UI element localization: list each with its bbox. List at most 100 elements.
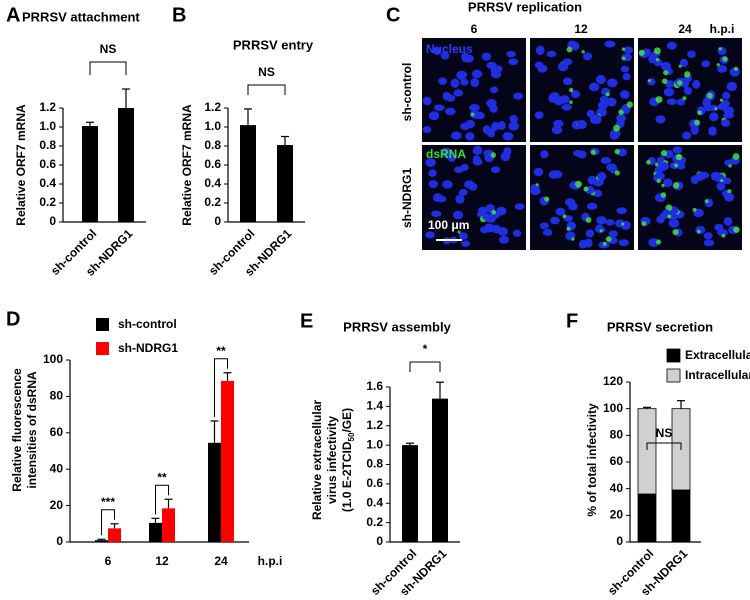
cell-nucleus [490, 166, 501, 174]
cell-nucleus [535, 45, 545, 55]
dsrna-signal [562, 214, 567, 219]
cell-nucleus [425, 231, 436, 239]
dsrna-signal [590, 149, 596, 155]
panel-letter: B [172, 4, 186, 26]
cell-nucleus [692, 79, 701, 89]
cell-nucleus [703, 232, 713, 240]
cell-nucleus [470, 78, 480, 88]
legend-label: Intracellular [685, 368, 750, 382]
cell-nucleus [455, 194, 465, 204]
y-tick-label: 80 [610, 428, 624, 442]
bar [240, 125, 256, 222]
dsrna-signal [647, 79, 652, 83]
cell-nucleus [676, 98, 686, 106]
cell-nucleus [561, 103, 573, 111]
cell-nucleus [570, 41, 580, 51]
cell-nucleus [422, 96, 432, 106]
cell-nucleus [654, 172, 666, 181]
cell-nucleus [460, 78, 469, 86]
cell-nucleus [472, 158, 483, 166]
cell-nucleus [481, 52, 492, 61]
x-tick-label: 12 [155, 554, 169, 568]
dsrna-signal [490, 152, 497, 158]
dsrna-signal [638, 49, 645, 56]
cell-nucleus [592, 115, 602, 125]
dsrna-signal [718, 47, 722, 51]
dsrna-signal [734, 66, 738, 71]
cell-nucleus [422, 126, 432, 134]
stain-label: dsRNA [426, 147, 466, 161]
y-tick-label: 0.8 [39, 138, 56, 152]
cell-nucleus [506, 50, 516, 58]
dsrna-signal [661, 78, 668, 84]
bar [149, 522, 162, 542]
cell-nucleus [500, 152, 511, 162]
cell-nucleus [658, 161, 669, 171]
dsrna-signal [626, 101, 634, 108]
dsrna-signal [660, 192, 667, 198]
significance-label: NS [100, 42, 117, 56]
bar [277, 145, 293, 222]
cell-nucleus [458, 232, 468, 240]
cell-nucleus [465, 132, 475, 141]
y-axis-label: intensities of dsRNA [25, 371, 39, 489]
cell-nucleus [562, 77, 573, 86]
cell-nucleus [546, 50, 557, 58]
cell-nucleus [568, 202, 578, 211]
cell-nucleus [486, 98, 497, 109]
cell-nucleus [708, 126, 717, 136]
x-tick-label: 6 [105, 554, 112, 568]
dsrna-signal [656, 178, 661, 183]
y-tick-label: 0.8 [366, 457, 383, 471]
panel-letter: F [566, 310, 578, 332]
y-tick-label: 0 [616, 534, 623, 548]
cell-nucleus [498, 235, 510, 244]
dsrna-signal [697, 110, 702, 116]
cell-nucleus [490, 66, 500, 75]
y-tick-label: 0 [376, 534, 383, 548]
cell-nucleus [604, 40, 616, 48]
y-tick-label: 40 [610, 481, 624, 495]
cell-nucleus [618, 239, 629, 247]
cell-nucleus [683, 86, 693, 95]
cell-nucleus [701, 60, 711, 68]
cell-nucleus [460, 122, 470, 131]
column-label: 12 [574, 22, 588, 36]
cell-nucleus [496, 206, 507, 216]
cell-nucleus [458, 188, 468, 196]
cell-nucleus [447, 154, 456, 162]
cell-nucleus [490, 86, 499, 94]
dsrna-signal [714, 107, 718, 111]
dsrna-signal [719, 98, 724, 102]
cell-nucleus [425, 158, 436, 168]
cell-nucleus [559, 95, 570, 104]
cell-nucleus [514, 203, 525, 210]
cell-nucleus [456, 70, 467, 80]
legend-label: sh-control [118, 317, 177, 331]
cell-nucleus [605, 219, 615, 226]
cell-nucleus [599, 95, 609, 103]
dsrna-signal [661, 183, 665, 188]
x-tick-label: 24 [214, 554, 228, 568]
scale-bar-label: 100 μm [428, 218, 469, 232]
dsrna-signal [721, 233, 726, 238]
cell-nucleus [606, 163, 617, 172]
y-tick-label: 0.4 [39, 176, 56, 190]
cell-nucleus [665, 80, 675, 88]
panel-letter: D [6, 308, 20, 330]
cell-nucleus [663, 87, 675, 97]
cell-nucleus [721, 119, 731, 127]
dsrna-signal [621, 222, 625, 226]
cell-nucleus [432, 193, 443, 202]
dsrna-signal [674, 163, 678, 168]
y-tick-label: 100 [603, 401, 623, 415]
dsrna-signal [722, 56, 728, 62]
chart-title: PRRSV secretion [607, 319, 713, 334]
significance-bracket [101, 509, 115, 536]
cell-nucleus [722, 91, 731, 100]
dsrna-signal [599, 229, 603, 233]
cell-nucleus [483, 223, 495, 233]
bar [221, 380, 234, 542]
cell-nucleus [695, 225, 706, 235]
